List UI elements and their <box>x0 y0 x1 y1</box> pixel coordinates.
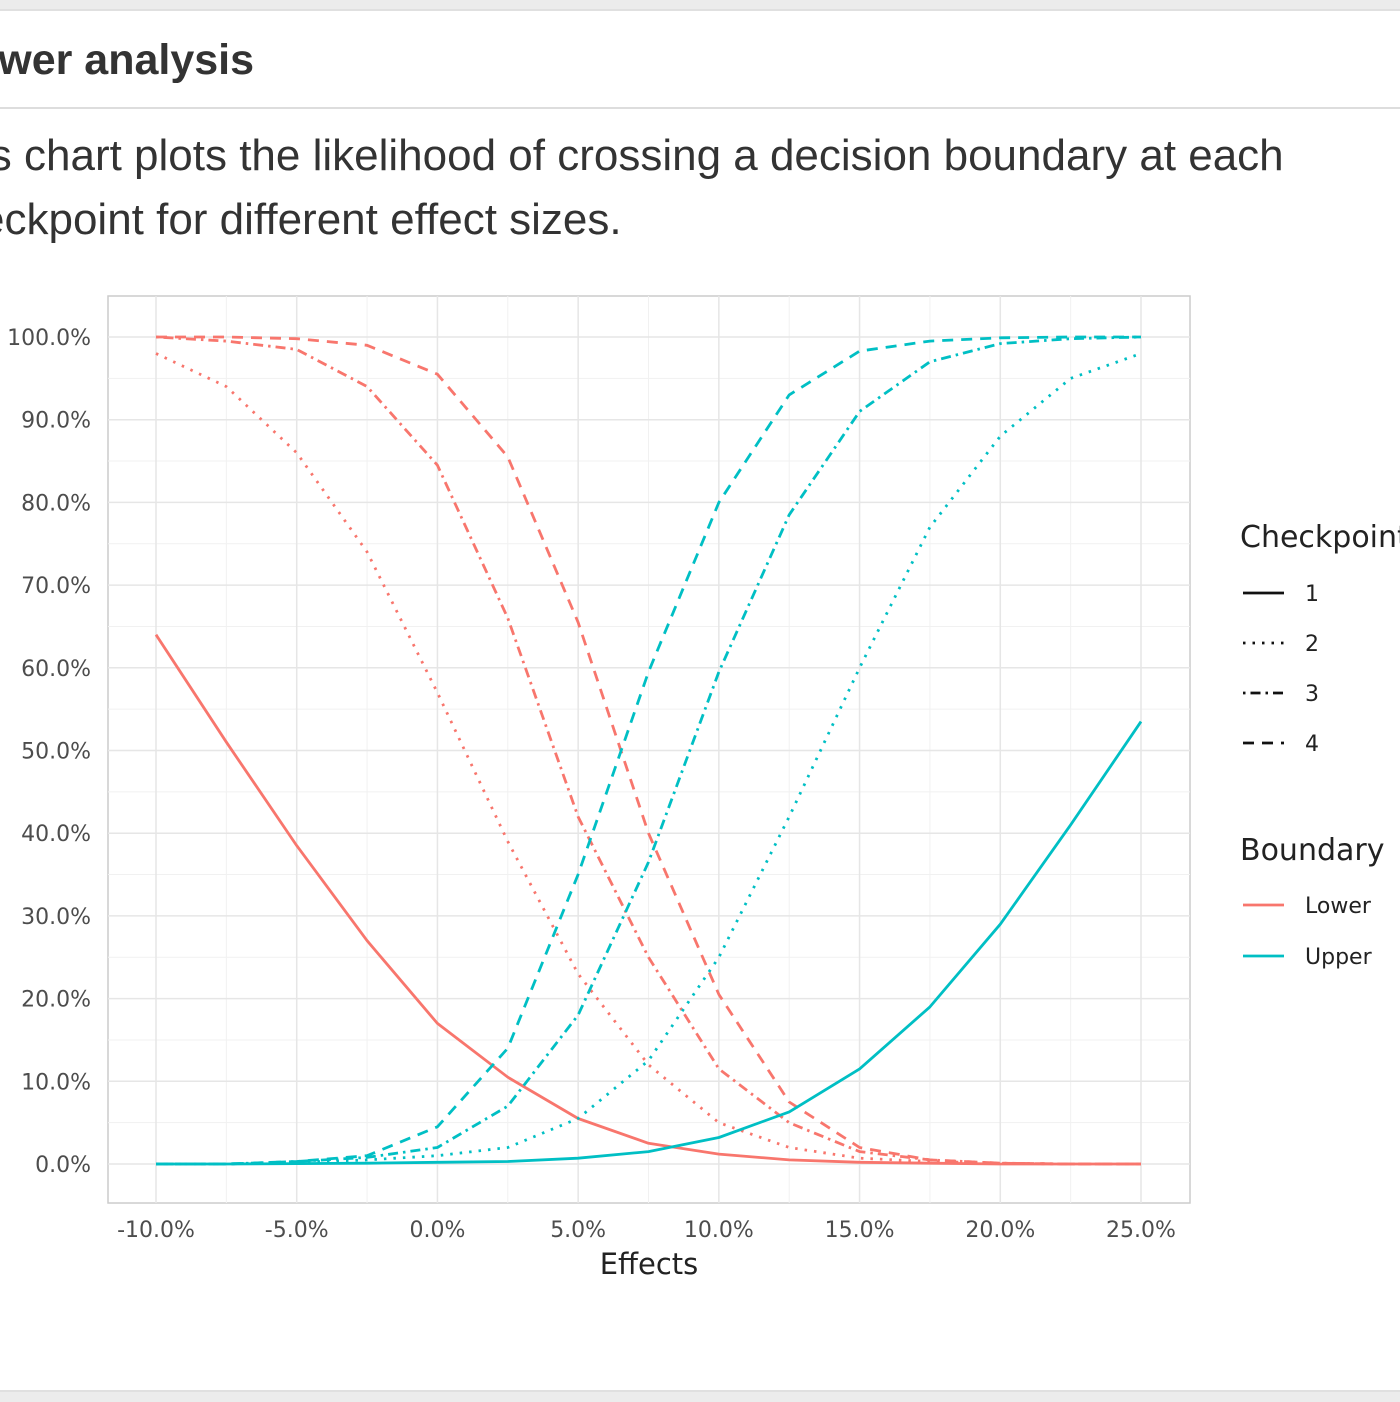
y-tick-label: 30.0% <box>21 905 91 930</box>
y-tick-label: 0.0% <box>35 1153 91 1178</box>
legend-label-upper: Upper <box>1305 945 1373 970</box>
chart-description: is chart plots the likelihood of crossin… <box>0 124 1370 252</box>
y-tick-label: 80.0% <box>21 491 91 516</box>
legend-label-checkpoint-2: 2 <box>1305 632 1319 657</box>
gridlines <box>108 296 1190 1203</box>
top-divider <box>0 0 1400 11</box>
y-tick-label: 10.0% <box>21 1070 91 1095</box>
description-line-1: is chart plots the likelihood of crossin… <box>0 131 1284 180</box>
x-tick-label: 0.0% <box>409 1218 465 1243</box>
legend-label-checkpoint-3: 3 <box>1305 682 1319 707</box>
x-tick-label: -10.0% <box>117 1218 195 1243</box>
x-tick-label: 5.0% <box>550 1218 606 1243</box>
heading-divider <box>0 107 1400 109</box>
x-tick-label: 10.0% <box>684 1218 754 1243</box>
legend-label-checkpoint-1: 1 <box>1305 582 1319 607</box>
series-upper-checkpoint-1 <box>156 720 1143 1166</box>
y-tick-label: 90.0% <box>21 409 91 434</box>
x-axis-title: Effects <box>600 1247 699 1281</box>
y-tick-label: 40.0% <box>21 822 91 847</box>
x-tick-label: 20.0% <box>965 1218 1035 1243</box>
description-line-2: eckpoint for different effect sizes. <box>0 195 622 244</box>
x-axis-ticks: -10.0% -5.0% 0.0% 5.0% 10.0% 15.0% 20.0% 25.0% <box>117 1218 1176 1243</box>
y-tick-label: 60.0% <box>21 657 91 682</box>
y-tick-label: 20.0% <box>21 988 91 1013</box>
y-tick-label: 100.0% <box>7 326 91 351</box>
legend-label-lower: Lower <box>1305 894 1372 919</box>
series-lower-checkpoint-3 <box>155 335 1141 1166</box>
legend-title-boundary: Boundary <box>1240 833 1384 868</box>
legend: Checkpoint 1 2 3 4 Boundary Lower Upper <box>1240 520 1400 970</box>
y-axis-ticks: 0.0% 10.0% 20.0% 30.0% 40.0% 50.0% 60.0% 70.0% 8… <box>7 326 91 1178</box>
x-tick-label: 25.0% <box>1106 1218 1176 1243</box>
series-upper-checkpoint-3 <box>156 335 1142 1166</box>
y-tick-label: 50.0% <box>21 740 91 765</box>
series-lower-checkpoint-4 <box>156 335 1141 1166</box>
legend-title-checkpoint: Checkpoint <box>1240 520 1400 555</box>
x-tick-label: 15.0% <box>825 1218 895 1243</box>
y-tick-label: 70.0% <box>21 574 91 599</box>
bottom-divider <box>0 1390 1400 1402</box>
series-lines <box>154 335 1143 1166</box>
legend-label-checkpoint-4: 4 <box>1305 732 1319 757</box>
x-tick-label: -5.0% <box>265 1218 329 1243</box>
section-heading: ower analysis <box>0 36 255 84</box>
